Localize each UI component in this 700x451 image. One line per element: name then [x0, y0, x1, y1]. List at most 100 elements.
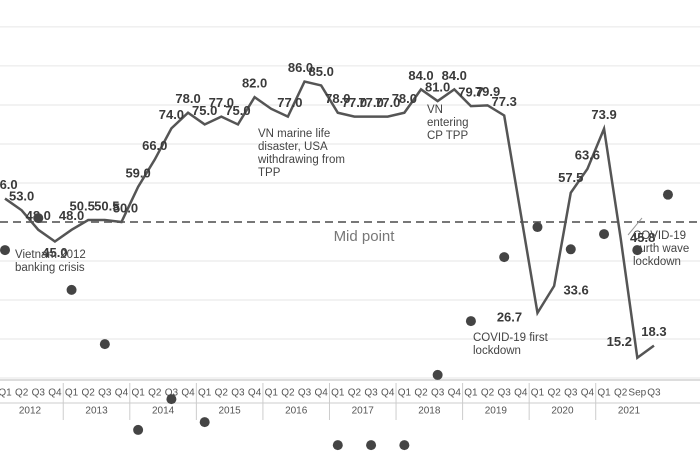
annotation: entering	[427, 117, 469, 129]
dot	[399, 440, 410, 451]
data-label: 53.0	[9, 189, 34, 204]
x-tick-label: Q2	[215, 388, 229, 399]
x-tick-label: Q4	[314, 388, 328, 399]
data-label: 81.0	[425, 79, 450, 94]
annotation: VN marine life	[258, 128, 330, 140]
dot	[662, 189, 673, 200]
annotation: COVID-19	[633, 230, 686, 242]
year-label: 2020	[551, 406, 574, 417]
x-tick-label: Q3	[498, 388, 512, 399]
data-label: 66.0	[142, 138, 167, 153]
dot	[532, 222, 543, 233]
dot	[432, 369, 443, 380]
x-tick-label: Q3	[32, 388, 46, 399]
x-tick-label: Q1	[331, 388, 345, 399]
x-tick-label: Q2	[82, 388, 96, 399]
annotation: withdrawing from	[257, 154, 345, 166]
data-label: 77.0	[342, 95, 367, 110]
x-tick-label: Q4	[581, 388, 595, 399]
x-tick-label: Q3	[165, 388, 179, 399]
x-tick-label: Q3	[647, 388, 661, 399]
annotation: ourth wave	[633, 243, 689, 255]
data-label: 15.2	[607, 334, 632, 349]
data-label: 77.0	[277, 95, 302, 110]
year-label: 2018	[418, 406, 441, 417]
x-tick-label: Q2	[414, 388, 428, 399]
x-tick-label: Q4	[181, 388, 195, 399]
data-label: 18.3	[641, 324, 666, 339]
annotation: lockdown	[473, 345, 521, 357]
annotation: CP TPP	[427, 130, 468, 142]
data-label: 78.0	[392, 91, 417, 106]
x-tick-label: Q1	[65, 388, 79, 399]
dot	[33, 213, 44, 224]
x-tick-label: Q2	[281, 388, 295, 399]
data-label: 73.9	[591, 107, 616, 122]
midpoint-label: Mid point	[334, 228, 396, 245]
x-tick-label: Q1	[265, 388, 279, 399]
dot	[565, 244, 576, 255]
x-tick-label: Q4	[48, 388, 62, 399]
x-tick-label: Q3	[231, 388, 245, 399]
x-tick-label: Q2	[614, 388, 628, 399]
dot	[632, 245, 643, 256]
data-label: 79.7	[458, 85, 483, 100]
annotation: banking crisis	[15, 262, 85, 274]
data-label: 48.0	[59, 208, 84, 223]
x-tick-label: Q1	[398, 388, 412, 399]
data-label: 50.0	[113, 200, 138, 215]
year-label: 2015	[219, 406, 242, 417]
year-label: 2012	[19, 406, 42, 417]
annotation: lockdown	[633, 256, 681, 268]
data-label: 56.0	[0, 177, 18, 192]
x-tick-label: Q2	[148, 388, 162, 399]
data-label: 57.5	[558, 170, 583, 185]
x-tick-label: Q1	[131, 388, 145, 399]
year-label: 2017	[352, 406, 375, 417]
data-label: 84.0	[408, 68, 433, 83]
data-label: 77.3	[492, 94, 517, 109]
x-tick-label: Q4	[514, 388, 528, 399]
x-tick-label: Q1	[198, 388, 212, 399]
x-tick-label: Q3	[431, 388, 445, 399]
annotation: VN	[427, 104, 443, 116]
year-label: 2021	[618, 406, 641, 417]
data-label: 63.6	[575, 147, 600, 162]
data-label: 77.0	[375, 95, 400, 110]
dot	[199, 417, 210, 428]
data-label: 78.0	[325, 91, 350, 106]
x-tick-label: Q3	[298, 388, 312, 399]
x-tick-label: Q1	[531, 388, 545, 399]
x-tick-label: Q1	[597, 388, 611, 399]
dot	[465, 316, 476, 327]
dot	[366, 440, 377, 451]
data-label: 77.0	[209, 95, 234, 110]
data-label: 78.0	[175, 91, 200, 106]
x-tick-label: Q2	[348, 388, 362, 399]
year-label: 2014	[152, 406, 175, 417]
annotation: TPP	[258, 167, 281, 179]
data-label: 59.0	[125, 165, 150, 180]
year-label: 2019	[485, 406, 508, 417]
x-tick-label: Q2	[547, 388, 561, 399]
x-tick-label: Q4	[448, 388, 462, 399]
x-tick-label: Q4	[115, 388, 129, 399]
data-label: 85.0	[309, 64, 334, 79]
data-label: 84.0	[442, 68, 467, 83]
data-label: 33.6	[563, 282, 588, 297]
annotation: Vietnam 2012	[15, 249, 86, 261]
data-label: 86.0	[288, 60, 313, 75]
x-tick-label: Q3	[564, 388, 578, 399]
data-label: 75.0	[192, 103, 217, 118]
data-label: 77.0	[358, 95, 383, 110]
dot	[332, 440, 343, 451]
dot	[499, 252, 510, 263]
x-tick-label: Q3	[98, 388, 112, 399]
line	[4, 80, 655, 360]
annotation: disaster, USA	[258, 141, 328, 153]
year-label: 2013	[85, 406, 108, 417]
x-tick-label: Q2	[15, 388, 29, 399]
x-tick-label: Q1	[0, 388, 12, 399]
dot	[66, 284, 77, 295]
